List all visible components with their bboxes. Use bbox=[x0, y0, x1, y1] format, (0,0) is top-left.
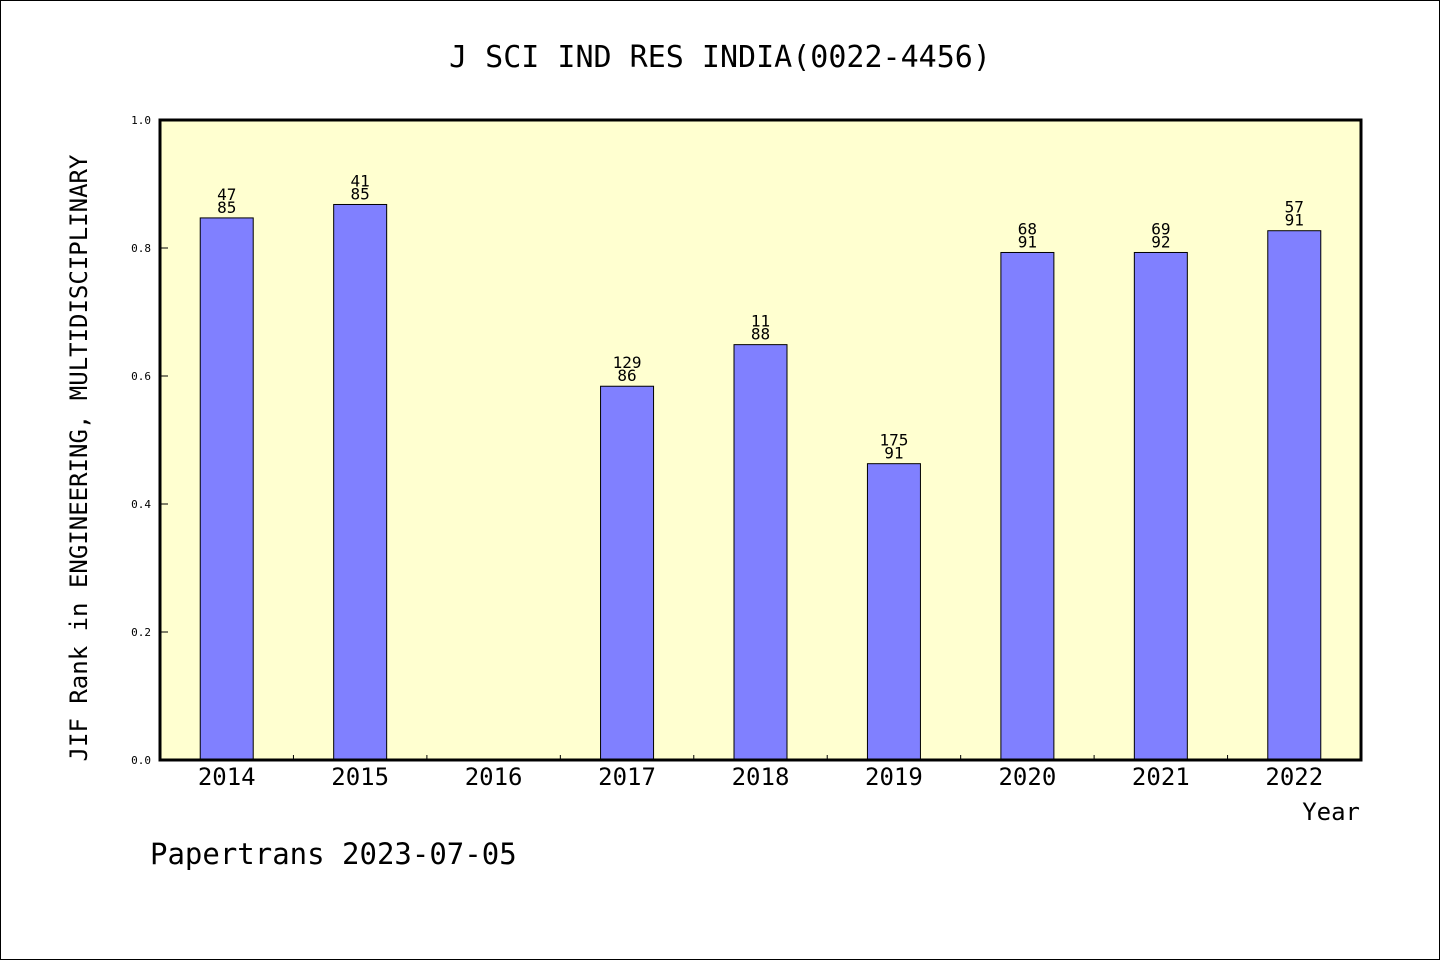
bar bbox=[1133, 251, 1188, 761]
x-tick-label: 2014 bbox=[198, 763, 256, 791]
x-tick-label: 2022 bbox=[1265, 763, 1323, 791]
x-axis: 2014 2015 2016 2017 2018 2019 2020 2021 2022 bbox=[198, 755, 1323, 791]
x-tick-label: 2015 bbox=[331, 763, 389, 791]
bars-group bbox=[199, 203, 1322, 761]
plot-border bbox=[158, 118, 1363, 762]
bar bbox=[333, 203, 388, 761]
bar-total-label: 91 bbox=[884, 444, 903, 463]
bar-rank-label: 41 bbox=[351, 171, 370, 190]
y-tick-label: 0.6 bbox=[131, 370, 151, 383]
y-tick-label: 1.0 bbox=[131, 114, 151, 127]
bar bbox=[733, 344, 788, 761]
bar bbox=[600, 385, 655, 761]
bar-total-label: 91 bbox=[1285, 211, 1304, 230]
footer-credit: Papertrans 2023-07-05 bbox=[150, 837, 517, 871]
bar-total-label: 91 bbox=[1018, 232, 1037, 251]
bar-rank-label: 47 bbox=[217, 185, 236, 204]
bar bbox=[866, 463, 921, 761]
bar-rank-label: 69 bbox=[1151, 219, 1170, 238]
bar-total-label: 85 bbox=[217, 198, 236, 217]
bar-rank-label: 11 bbox=[751, 312, 770, 331]
bar-total-label: 86 bbox=[617, 366, 636, 385]
y-axis: 0.0 0.2 0.4 0.6 0.8 1.0 bbox=[131, 114, 168, 767]
x-tick-label: 2020 bbox=[998, 763, 1056, 791]
x-tick-label: 2017 bbox=[598, 763, 656, 791]
y-tick-label: 0.2 bbox=[131, 626, 151, 639]
bar-rank-label: 175 bbox=[879, 431, 908, 450]
bar-rank-label: 129 bbox=[613, 353, 642, 372]
bar-rank-label: 68 bbox=[1018, 219, 1037, 238]
y-tick-label: 0.0 bbox=[131, 754, 151, 767]
y-axis-label: JIF Rank in ENGINEERING, MULTIDISCIPLINA… bbox=[65, 154, 93, 761]
x-tick-label: 2019 bbox=[865, 763, 923, 791]
y-tick-label: 0.4 bbox=[131, 498, 151, 511]
bar-total-label: 85 bbox=[351, 184, 370, 203]
bar-total-label: 88 bbox=[751, 325, 770, 344]
bar bbox=[1267, 230, 1322, 761]
bar-total-label: 92 bbox=[1151, 232, 1170, 251]
bar bbox=[1000, 251, 1055, 761]
y-tick-label: 0.8 bbox=[131, 242, 151, 255]
chart-title: J SCI IND RES INDIA(0022-4456) bbox=[449, 40, 991, 75]
x-tick-label: 2018 bbox=[732, 763, 790, 791]
x-tick-label: 2016 bbox=[465, 763, 523, 791]
bar bbox=[199, 217, 254, 761]
bar-rank-label: 57 bbox=[1285, 198, 1304, 217]
x-axis-label: Year bbox=[1302, 798, 1360, 826]
x-tick-label: 2021 bbox=[1132, 763, 1190, 791]
